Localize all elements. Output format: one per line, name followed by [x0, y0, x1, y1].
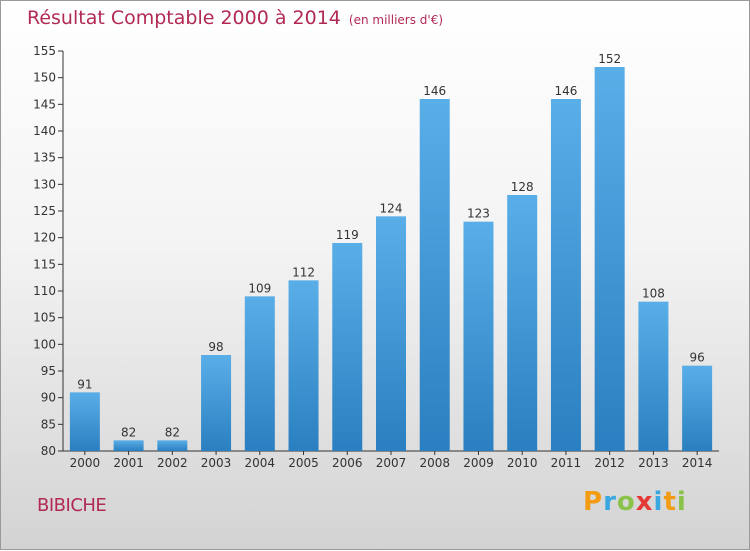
logo-letter: P — [583, 487, 604, 517]
y-tick-label: 95 — [41, 364, 56, 378]
chart-subtitle: (en milliers d'€) — [348, 13, 444, 27]
y-tick-label: 125 — [33, 204, 56, 218]
x-tick-label: 2011 — [551, 456, 582, 470]
y-axis: 80 85 90 95 100 105 110 115 120 125 130 135 140 145 15… — [33, 44, 64, 458]
y-tick-label: 85 — [41, 417, 56, 431]
y-tick-label: 90 — [41, 391, 56, 405]
y-tick-label: 115 — [33, 257, 56, 271]
x-tick-label: 2001 — [113, 456, 144, 470]
x-tick-label: 2010 — [507, 456, 538, 470]
bar-value-label: 82 — [121, 425, 136, 439]
bars — [69, 67, 713, 451]
y-tick-label: 155 — [33, 44, 56, 58]
proxiti-logo: Proxiti — [583, 487, 687, 517]
bar-value-label: 123 — [467, 207, 490, 221]
bar-value-label: 146 — [554, 84, 577, 98]
y-tick-label: 135 — [33, 151, 56, 165]
chart-title: Résultat Comptable 2000 à 2014 (en millie… — [27, 7, 443, 29]
bar — [244, 296, 275, 451]
logo-letter: i — [653, 487, 664, 517]
logo-letter: r — [603, 487, 617, 517]
bar — [550, 99, 581, 451]
x-tick-label: 2007 — [376, 456, 407, 470]
y-tick-label: 140 — [33, 124, 56, 138]
data-labels: 91 82 82 98 109 112 119 124 146 123 128 146 152 108 96 — [77, 52, 705, 439]
bar-value-label: 91 — [77, 377, 92, 391]
bar — [682, 365, 713, 451]
logo-letter: i — [676, 487, 687, 517]
bar — [69, 392, 100, 451]
y-tick-label: 80 — [41, 444, 56, 458]
x-tick-label: 2008 — [419, 456, 450, 470]
chart-title-text: Résultat Comptable 2000 à 2014 — [27, 7, 341, 29]
bar-value-label: 146 — [423, 84, 446, 98]
bar — [507, 195, 538, 451]
x-axis: 2000 2001 2002 2003 2004 2005 2006 2007 2008 2009… — [63, 450, 719, 470]
bar — [288, 280, 319, 451]
bar — [201, 355, 232, 451]
y-tick-label: 150 — [33, 71, 56, 85]
y-tick-label: 120 — [33, 231, 56, 245]
bar — [376, 216, 406, 451]
bar-value-label: 112 — [292, 265, 315, 279]
x-tick-label: 2003 — [201, 456, 232, 470]
bar-value-label: 119 — [336, 228, 359, 242]
bar-value-label: 98 — [208, 340, 223, 354]
y-tick-label: 130 — [33, 177, 56, 191]
bar-value-label: 82 — [165, 425, 180, 439]
bar — [157, 440, 188, 451]
bar-value-label: 152 — [598, 52, 621, 66]
commune-name: BIBICHE — [37, 495, 107, 516]
x-tick-label: 2009 — [463, 456, 494, 470]
bar — [463, 221, 494, 451]
bar-value-label: 128 — [511, 180, 534, 194]
y-tick-label: 105 — [33, 311, 56, 325]
bar — [594, 67, 625, 451]
y-tick-label: 100 — [33, 337, 56, 351]
bar — [638, 301, 669, 451]
x-tick-label: 2012 — [594, 456, 625, 470]
logo-letter: o — [616, 487, 636, 517]
x-tick-label: 2000 — [70, 456, 101, 470]
y-tick-label: 145 — [33, 97, 56, 111]
bar-value-label: 96 — [689, 351, 704, 365]
x-tick-label: 2014 — [682, 456, 713, 470]
x-tick-label: 2002 — [157, 456, 188, 470]
logo-letter: x — [635, 487, 654, 517]
bar — [419, 99, 450, 451]
x-tick-label: 2013 — [638, 456, 669, 470]
bar-value-label: 109 — [248, 281, 271, 295]
x-tick-label: 2005 — [288, 456, 319, 470]
y-tick-label: 110 — [33, 284, 56, 298]
bar-value-label: 124 — [380, 201, 403, 215]
bar — [113, 440, 144, 451]
x-tick-label: 2006 — [332, 456, 363, 470]
x-tick-label: 2004 — [245, 456, 276, 470]
bar-value-label: 108 — [642, 287, 665, 301]
logo-letter: t — [663, 487, 677, 517]
bar — [332, 243, 363, 451]
